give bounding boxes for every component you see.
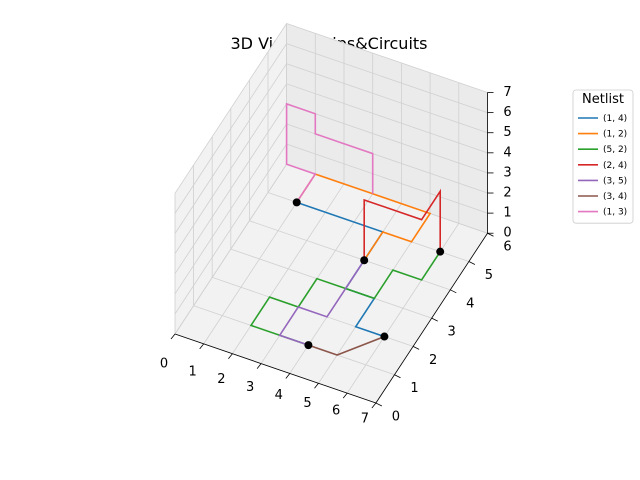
grid-line-z	[174, 43, 488, 214]
series-line	[249, 251, 441, 346]
y-tick-mark	[468, 261, 476, 265]
gate-marker	[380, 332, 389, 341]
z-tick-label: 3	[503, 165, 511, 180]
x-tick-mark	[256, 363, 262, 369]
y-tick-label: 2	[429, 353, 437, 368]
legend-box	[572, 89, 634, 224]
x-tick-mark	[170, 333, 176, 340]
x-tick-mark	[285, 373, 291, 379]
series-line	[308, 335, 385, 356]
y-tick-mark	[450, 289, 457, 294]
x-tick-mark	[314, 383, 319, 389]
x-tick-mark	[371, 402, 377, 409]
gate-markers	[292, 198, 445, 350]
x-tick-mark	[342, 392, 348, 399]
y-tick-label: 4	[466, 296, 474, 311]
legend-label: (1, 4)	[603, 114, 627, 124]
series-lines	[249, 102, 442, 356]
z-tick-label: 7	[503, 85, 511, 100]
y-tick-label: 6	[503, 240, 511, 255]
z-tick-label: 1	[503, 206, 511, 221]
x-tick-label: 4	[275, 388, 283, 403]
z-tick-label: 4	[503, 145, 511, 160]
y-tick-label: 1	[410, 381, 418, 396]
y-tick-mark	[412, 346, 420, 350]
legend-label: (2, 4)	[603, 161, 627, 171]
legend-label: (5, 2)	[603, 145, 627, 155]
gate-marker	[304, 341, 313, 350]
x-tick-label: 1	[189, 364, 197, 379]
gate-marker	[360, 256, 369, 265]
x-tick-label: 6	[332, 404, 340, 419]
z-tick-label: 6	[503, 105, 511, 120]
x-tick-mark	[199, 343, 205, 350]
x-tick-label: 2	[217, 372, 225, 387]
series-line	[285, 102, 374, 203]
x-tick-label: 3	[246, 380, 254, 395]
series-line	[363, 188, 442, 261]
x-tick-label: 7	[361, 412, 369, 427]
series-line	[278, 259, 365, 346]
y-tick-label: 0	[392, 410, 400, 425]
x-axis-line	[174, 333, 377, 404]
gate-marker	[292, 198, 301, 207]
y-tick-mark	[375, 402, 383, 407]
x-tick-mark	[228, 353, 233, 359]
z-tick-label: 0	[503, 226, 511, 241]
z-tick-label: 2	[503, 186, 511, 201]
x-tick-label: 5	[303, 396, 311, 411]
z-tick-label: 5	[503, 125, 511, 140]
legend-title: Netlist	[582, 92, 624, 107]
legend: Netlist (1, 4) (1, 2) (5, 2) (2, 4) (3, 5) (3,…	[572, 89, 634, 224]
y-tick-label: 5	[485, 268, 493, 283]
grid-line-z	[174, 83, 488, 254]
legend-label: (1, 2)	[603, 130, 627, 140]
grid-line-z	[174, 63, 488, 234]
y-tick-label: 3	[448, 325, 456, 340]
y-tick-mark	[487, 232, 494, 237]
legend-label: (1, 3)	[603, 208, 627, 218]
grid-line-z	[174, 23, 488, 194]
y-tick-mark	[431, 317, 438, 322]
legend-label: (3, 5)	[603, 176, 627, 186]
y-tick-mark	[394, 374, 401, 379]
legend-label: (3, 4)	[603, 192, 627, 202]
x-tick-label: 0	[160, 357, 168, 372]
gate-marker	[436, 247, 445, 256]
